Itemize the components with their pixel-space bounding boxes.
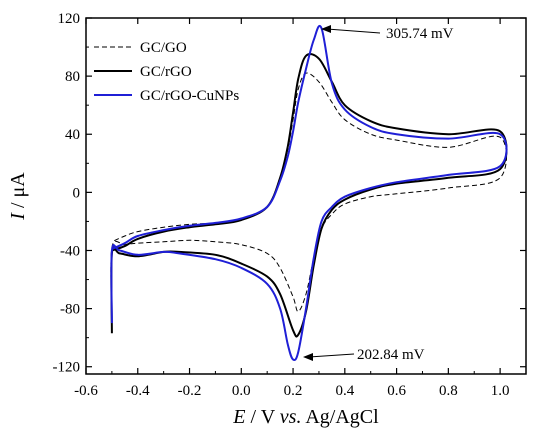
x-tick-label: 1.0 — [491, 383, 510, 399]
x-tick-label: -0.4 — [126, 383, 150, 399]
y-tick-label: 40 — [65, 127, 80, 143]
annotation-arrowhead-reduction — [303, 353, 313, 361]
legend-label-gcgo: GC/GO — [140, 40, 187, 56]
legend-label-gcrgo: GC/rGO — [140, 64, 192, 80]
y-axis-label-unit: / μA — [7, 172, 29, 213]
legend-label-gcrgo-cunps: GC/rGO-CuNPs — [140, 88, 239, 104]
x-tick-label: 0.0 — [232, 383, 251, 399]
x-axis-label: E / V vs. Ag/AgCl — [232, 406, 379, 428]
x-axis-label-unit: / V — [246, 406, 280, 428]
annotation-reduction-peak: 202.84 mV — [303, 347, 425, 363]
y-tick-label: 80 — [65, 69, 80, 85]
series-line-2 — [110, 24, 508, 362]
y-tick-label: -80 — [60, 302, 80, 318]
series-line-0 — [110, 72, 508, 321]
annotation-text-reduction: 202.84 mV — [357, 347, 425, 363]
y-tick-label: -120 — [53, 360, 81, 376]
x-tick-label: 0.8 — [439, 383, 458, 399]
y-tick-label: -40 — [60, 243, 80, 259]
y-axis-label-symbol: I — [7, 212, 29, 221]
x-tick-label: 0.6 — [387, 383, 406, 399]
y-tick-label: 0 — [73, 185, 81, 201]
y-tick-label: 120 — [58, 11, 81, 27]
x-tick-label: -0.6 — [74, 383, 98, 399]
annotation-oxidation-peak: 305.74 mV — [321, 25, 454, 42]
x-tick-label: -0.2 — [178, 383, 202, 399]
tick-labels: -0.6 -0.4 -0.2 0.0 0.2 0.4 0.6 0.8 1.0 -120 -80 -40… — [53, 11, 510, 399]
annotation-text-oxidation: 305.74 mV — [386, 26, 454, 42]
x-axis-label-symbol: E — [232, 406, 245, 428]
annotation-arrowhead-oxidation — [321, 25, 331, 33]
annotation-arrow-oxidation — [326, 28, 381, 34]
plot-frame — [85, 17, 527, 375]
x-tick-label: 0.4 — [335, 383, 354, 399]
x-axis-label-vs: vs. — [280, 406, 302, 428]
y-axis-label: I / μA — [7, 172, 29, 221]
x-tick-label: 0.2 — [284, 383, 303, 399]
legend: GC/GO GC/rGO GC/rGO-CuNPs — [94, 40, 239, 104]
annotation-arrow-reduction — [308, 353, 355, 358]
axis-ticks — [85, 17, 526, 374]
series-layer — [110, 24, 508, 362]
x-axis-label-ref: Ag/AgCl — [301, 406, 379, 428]
